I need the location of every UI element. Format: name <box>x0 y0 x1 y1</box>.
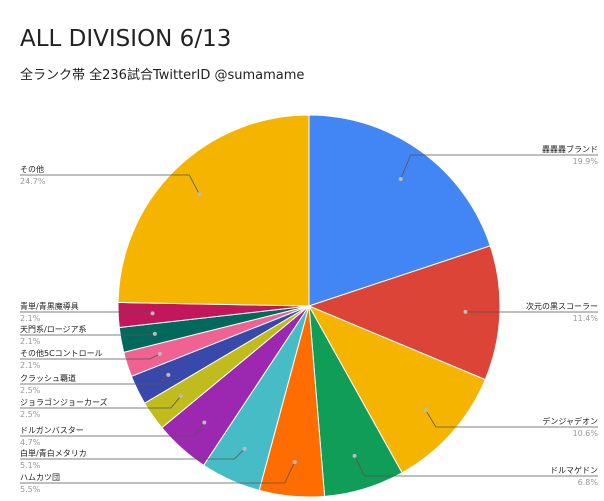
slice-9-leader-line <box>20 374 169 385</box>
slice-5-label: ハムカツ団 <box>20 473 60 482</box>
slice-13 <box>117 114 310 307</box>
slice-3-percent: 10.6% <box>573 429 599 438</box>
slice-11-leader-line <box>20 333 155 336</box>
slice-4-anchor-dot <box>352 453 357 458</box>
slice-4-label: ドルマゲドン <box>550 465 598 475</box>
slice-12-anchor-dot <box>150 311 155 316</box>
slice-12-percent: 2.1% <box>20 314 41 323</box>
slice-3-label: デンジャデオン <box>542 416 598 426</box>
slice-9-anchor-dot <box>166 372 171 377</box>
slice-11-percent: 2.1% <box>20 337 41 346</box>
slice-7-anchor-dot <box>202 420 207 425</box>
slice-3-leader-line <box>425 410 598 428</box>
slice-13-anchor-dot <box>197 192 202 197</box>
slice-4-leader-line <box>354 455 598 477</box>
slice-9-label: クラッシュ覇道 <box>20 373 76 383</box>
slice-8-anchor-dot <box>178 394 183 399</box>
slice-13-label: その他 <box>20 164 44 174</box>
slice-9-percent: 2.5% <box>20 386 41 395</box>
slice-2-anchor-dot <box>463 309 468 314</box>
slice-12-label: 青単/青黒魔導具 <box>20 301 79 311</box>
slice-2 <box>307 245 501 381</box>
slice-12-leader-line <box>20 311 153 314</box>
slice-8-leader-line <box>20 395 182 409</box>
slice-1-percent: 19.9% <box>573 157 599 166</box>
slice-7-leader-line <box>20 422 205 437</box>
chart-subtitle: 全ランク帯 全236試合TwitterID @sumamame <box>20 68 305 83</box>
slice-6-leader-line <box>20 448 245 460</box>
slice-11-label: 天門系/ロージア系 <box>20 324 87 334</box>
slice-13-leader-line <box>20 174 200 195</box>
slice-1 <box>308 114 491 307</box>
slice-10-leader-line <box>20 353 161 360</box>
slice-10-percent: 2.1% <box>20 361 41 370</box>
slice-11-anchor-dot <box>152 331 157 336</box>
slice-6-label: 白単/青白メタリカ <box>20 448 87 458</box>
slice-3 <box>307 304 486 474</box>
slice-1-label: 轟轟轟ブランド <box>542 144 598 154</box>
slice-8-label: ジョラゴンジョーカーズ <box>20 397 108 407</box>
slice-1-anchor-dot <box>398 177 403 182</box>
chart-title: ALL DIVISION 6/13 <box>20 26 232 52</box>
slice-1-leader-line <box>400 154 598 180</box>
slice-2-label: 次元の黒スコーラー <box>526 301 598 311</box>
slice-5-leader-line <box>20 461 296 484</box>
slice-5-percent: 5.5% <box>20 485 41 494</box>
slice-10-anchor-dot <box>157 351 162 356</box>
slice-13-percent: 24.7% <box>20 177 46 186</box>
slice-6-percent: 5.1% <box>20 461 41 470</box>
slice-4-percent: 6.8% <box>578 478 599 487</box>
pie-slices <box>117 114 501 498</box>
slice-7-percent: 4.7% <box>20 438 41 447</box>
slice-3-anchor-dot <box>423 408 428 413</box>
slice-6-anchor-dot <box>242 446 247 451</box>
slice-2-percent: 11.4% <box>573 314 599 323</box>
slice-8-percent: 2.5% <box>20 410 41 419</box>
slice-7-label: ドルガンバスター <box>20 425 84 435</box>
pie-labels: 轟轟轟ブランド 19.9% 次元の黒スコーラー 11.4% デンジャデオン 10.6% ドル… <box>20 144 598 494</box>
slice-5-anchor-dot <box>292 459 297 464</box>
slice-10-label: その他5Cコントロール <box>20 348 103 358</box>
